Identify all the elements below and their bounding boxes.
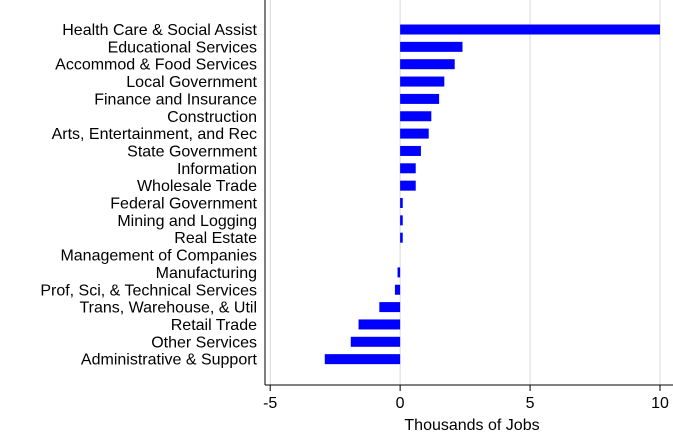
category-label: Federal Government <box>110 196 257 213</box>
grid-lines <box>269 0 661 385</box>
bar <box>400 232 403 243</box>
x-tick-label: 10 <box>651 395 669 412</box>
category-label: Trans, Warehouse, & Util <box>79 300 257 317</box>
bar <box>400 41 463 52</box>
bar <box>400 215 403 226</box>
bar <box>400 24 661 35</box>
bar <box>324 354 401 365</box>
category-label: Accommod & Food Services <box>55 57 257 74</box>
category-label: Information <box>177 161 257 178</box>
bar <box>400 180 416 191</box>
x-tick-label: 0 <box>396 395 405 412</box>
bar <box>400 198 403 208</box>
bar <box>358 319 401 330</box>
category-label: Real Estate <box>174 230 257 247</box>
bars <box>324 24 661 365</box>
bar <box>400 128 429 139</box>
category-label: Educational Services <box>108 39 257 56</box>
x-axis-ticks: -5 0 5 10 <box>263 385 669 412</box>
bar <box>400 59 455 70</box>
bar <box>379 302 401 313</box>
bar <box>400 163 416 174</box>
bar <box>397 267 401 278</box>
category-label: Arts, Entertainment, and Rec <box>52 126 257 143</box>
category-label: Prof, Sci, & Technical Services <box>40 282 257 299</box>
bar <box>350 336 401 347</box>
bar <box>400 145 421 156</box>
category-label: Other Services <box>151 334 257 351</box>
category-label: Mining and Logging <box>117 213 257 230</box>
category-label: Manufacturing <box>156 265 257 282</box>
category-label: Administrative & Support <box>81 352 258 369</box>
bar <box>400 93 440 104</box>
x-tick-label: 5 <box>526 395 535 412</box>
category-label: State Government <box>127 143 257 160</box>
x-tick-label: -5 <box>263 395 277 412</box>
category-label: Construction <box>167 109 257 126</box>
category-label: Finance and Insurance <box>94 91 257 108</box>
category-label: Health Care & Social Assist <box>62 22 257 39</box>
bar <box>394 284 401 295</box>
bar <box>400 111 432 122</box>
category-label: Management of Companies <box>60 248 257 265</box>
category-label: Retail Trade <box>171 317 257 334</box>
category-label: Wholesale Trade <box>137 178 257 195</box>
category-label: Local Government <box>126 74 257 91</box>
x-axis-title: Thousands of Jobs <box>404 417 539 434</box>
bar <box>400 76 445 87</box>
